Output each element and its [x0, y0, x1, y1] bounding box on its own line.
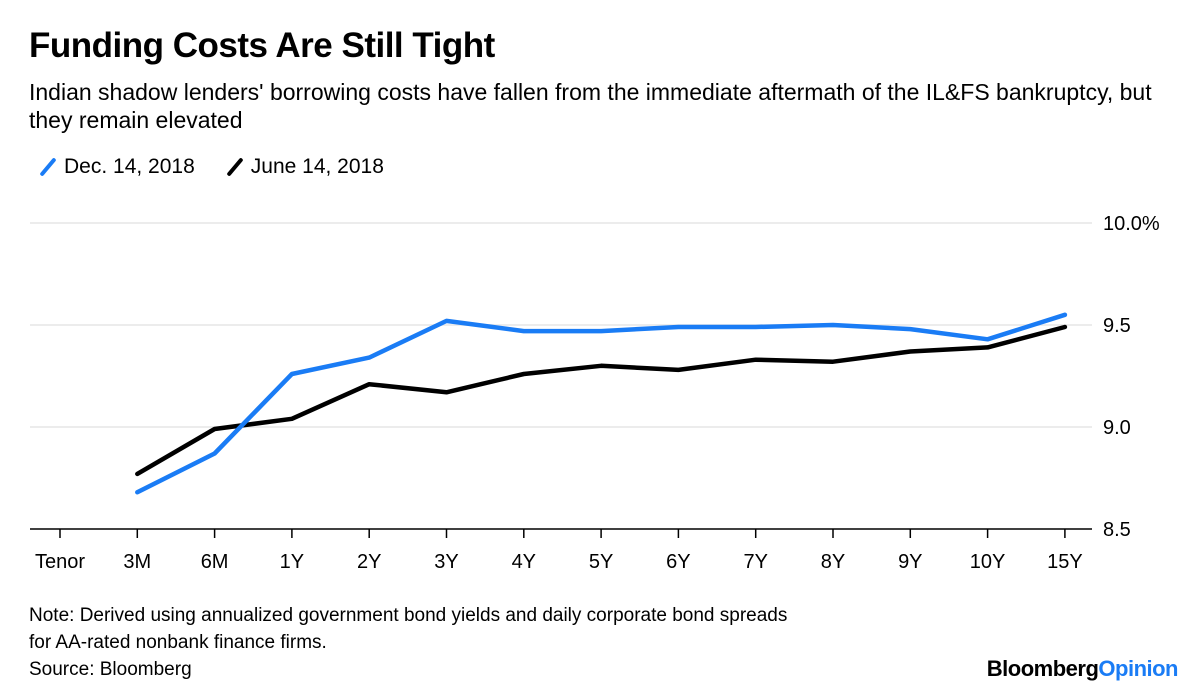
x-tick-label: 8Y	[821, 551, 845, 573]
source-line: Source: Bloomberg	[29, 659, 192, 680]
bloomberg-opinion-logo: BloombergOpinion	[986, 656, 1179, 682]
series-lines	[135, 312, 1068, 495]
legend: Dec. 14, 2018 June 14, 2018	[39, 155, 416, 179]
y-tick-label: 9.0	[1103, 417, 1131, 439]
x-tick-label: 2Y	[357, 551, 381, 573]
x-tick-label: 15Y	[1047, 551, 1083, 573]
x-tick-label: 7Y	[743, 551, 767, 573]
gridlines	[30, 222, 1092, 428]
chart-title: Funding Costs Are Still Tight	[29, 26, 495, 65]
x-tick-label: 4Y	[512, 551, 536, 573]
brand-opinion: Opinion	[1098, 656, 1178, 681]
y-axis-labels: 8.5 9.0 9.5 10.0%	[1103, 213, 1160, 541]
x-tick-label: Tenor	[35, 551, 85, 573]
y-tick-label: 10.0%	[1103, 213, 1160, 235]
x-axis	[30, 528, 1092, 538]
x-tick-label: 5Y	[589, 551, 613, 573]
brand-bloomberg: Bloomberg	[986, 656, 1099, 681]
legend-item-dec: Dec. 14, 2018	[39, 155, 195, 179]
note-line-1: Note: Derived using annualized governmen…	[29, 605, 788, 626]
series-line-dec-2018	[135, 312, 1068, 495]
x-tick-label: 9Y	[898, 551, 922, 573]
chart-subtitle: Indian shadow lenders' borrowing costs h…	[29, 79, 1152, 133]
x-tick-label: 10Y	[970, 551, 1006, 573]
x-tick-label: 3Y	[434, 551, 458, 573]
y-tick-label: 9.5	[1103, 315, 1131, 337]
series-line-june-2018	[135, 324, 1068, 477]
x-tick-label: 6Y	[666, 551, 690, 573]
y-tick-label: 8.5	[1103, 519, 1131, 541]
x-tick-label: 3M	[123, 551, 151, 573]
legend-label-june: June 14, 2018	[250, 155, 384, 178]
legend-item-june: June 14, 2018	[226, 155, 384, 179]
x-tick-label: 1Y	[280, 551, 304, 573]
legend-label-dec: Dec. 14, 2018	[64, 155, 195, 178]
footnote: Note: Derived using annualized governmen…	[29, 602, 787, 683]
x-axis-labels: Tenor 3M 6M 1Y 2Y 3Y 4Y 5Y 6Y 7Y 8Y 9Y 10Y 15Y	[35, 551, 1083, 573]
note-line-2: for AA-rated nonbank finance firms.	[29, 632, 327, 653]
x-tick-label: 6M	[201, 551, 229, 573]
